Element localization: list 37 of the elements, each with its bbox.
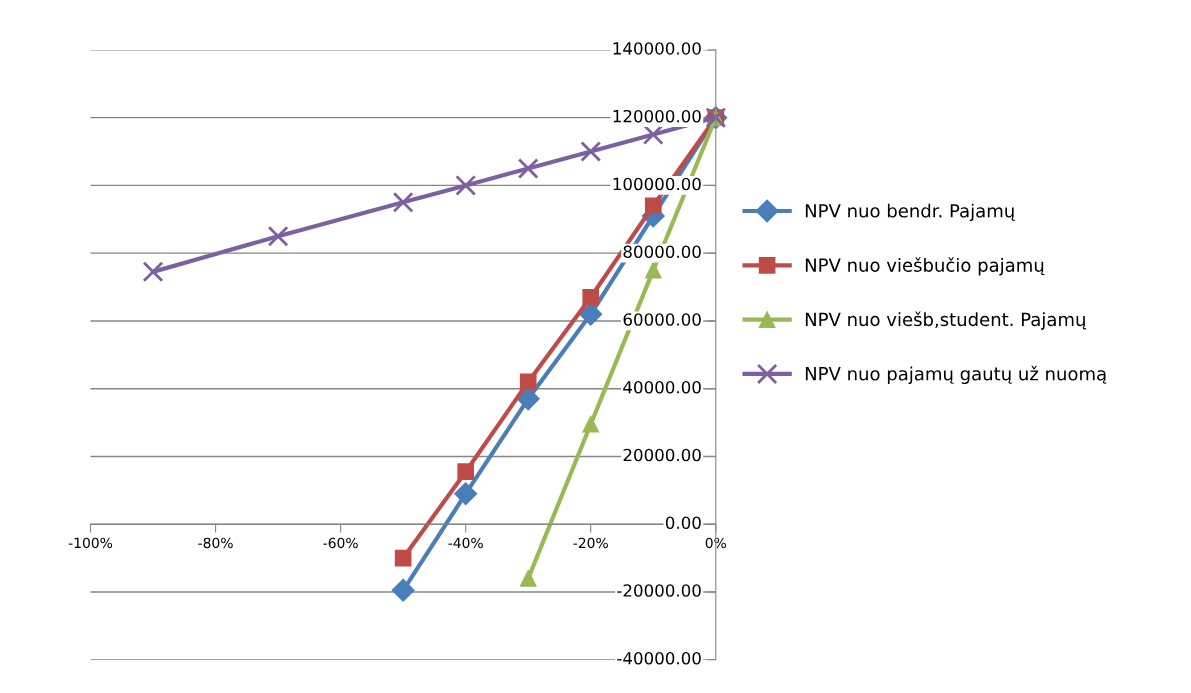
point	[392, 191, 414, 213]
y-tick-label: 20000.00	[623, 448, 701, 462]
x-tick-label: 0%	[705, 537, 727, 549]
point	[582, 288, 600, 306]
y-tick-label: 140000.00	[613, 42, 701, 55]
x-tick-label: -40%	[448, 537, 483, 549]
x-tick-label: -100%	[68, 537, 113, 549]
y-tick-label: 0.00	[665, 516, 701, 530]
point	[582, 415, 600, 433]
x-tick-label: -60%	[323, 537, 358, 549]
point	[644, 261, 662, 279]
point	[517, 158, 539, 179]
point	[391, 578, 415, 602]
y-tick-label: -40000.00	[617, 651, 701, 665]
point	[455, 175, 477, 196]
legend-label: NPV nuo viešb,student. Pajamų	[805, 311, 1087, 330]
point	[267, 225, 289, 247]
y-tick-label: -20000.00	[617, 584, 701, 597]
point	[519, 570, 537, 587]
point	[142, 261, 164, 283]
point	[394, 549, 412, 567]
y-tick-label: 40000.00	[623, 380, 701, 394]
x-tick-label: -80%	[198, 537, 233, 549]
point	[580, 141, 602, 162]
point	[457, 463, 475, 481]
x-tick-label: -20%	[573, 537, 608, 549]
point	[519, 373, 537, 391]
point	[516, 387, 540, 411]
legend-label: NPV nuo bendr. Pajamų	[805, 203, 1015, 222]
y-tick-label: 80000.00	[623, 245, 701, 259]
y-tick-label: 120000.00	[613, 109, 701, 123]
legend-label: NPV nuo viešbučio pajamų	[805, 257, 1045, 276]
point	[644, 197, 662, 215]
y-tick-label: 100000.00	[613, 177, 701, 191]
point	[454, 482, 478, 506]
legend-label: NPV nuo pajamų gautų už nuomą	[805, 365, 1107, 385]
y-tick-label: 60000.00	[623, 313, 701, 326]
